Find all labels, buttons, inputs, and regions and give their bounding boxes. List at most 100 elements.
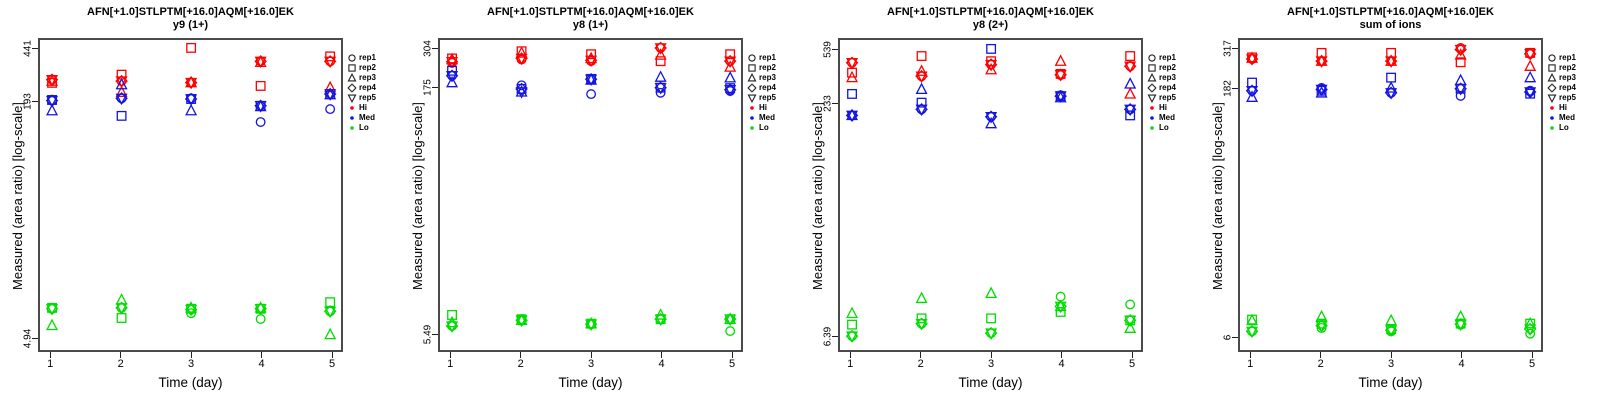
x-tick-label: 2	[117, 358, 124, 370]
data-point-hi-rep5-day5	[1124, 61, 1137, 74]
data-point-med-rep1-day4	[655, 87, 666, 98]
legend-triangle-down-icon	[1547, 94, 1557, 104]
legend-label: Med	[759, 113, 775, 122]
x-axis-label: Time (day)	[1358, 375, 1423, 390]
x-tick-mark	[1320, 352, 1322, 358]
legend-item-lo: Lo	[347, 123, 399, 133]
y-tick-label: 539	[822, 40, 834, 58]
data-point-lo-rep5-day1	[446, 321, 459, 333]
x-tick-mark	[190, 352, 192, 358]
data-point-hi-rep2-day3	[586, 49, 597, 60]
legend-item-rep2: rep2	[347, 63, 399, 73]
legend-label: rep2	[1159, 63, 1176, 72]
legend-circle-icon	[348, 54, 356, 62]
data-point-hi-rep3-day2	[915, 64, 928, 76]
legend-triangle-down-icon	[347, 94, 357, 104]
legend-label: Med	[1159, 113, 1175, 122]
x-tick-mark	[520, 352, 522, 358]
x-tick-mark	[590, 352, 592, 358]
legend-marker	[748, 54, 756, 62]
legend-item-med: Med	[347, 113, 399, 123]
legend-item-hi: Hi	[1547, 103, 1599, 113]
data-point-lo-rep5-day4	[1054, 301, 1067, 314]
data-point-med-rep3-day5	[1124, 77, 1137, 89]
x-tick-label: 2	[1317, 358, 1324, 370]
legend-dot	[350, 106, 354, 110]
legend-label: Hi	[759, 103, 767, 112]
data-point-hi-rep2-day4	[655, 56, 666, 67]
legend-item-hi: Hi	[747, 103, 799, 113]
legend-marker	[347, 83, 357, 93]
plot-area	[1238, 38, 1543, 352]
legend-item-med: Med	[1547, 113, 1599, 123]
legend-triangle-down-icon	[1147, 94, 1157, 104]
x-tick-mark	[1390, 352, 1392, 358]
x-tick-label: 1	[447, 358, 454, 370]
data-point-hi-rep5-day5	[724, 56, 737, 68]
data-point-hi-rep3-day3	[985, 62, 998, 75]
data-point-hi-rep2-day4	[1455, 57, 1466, 68]
data-point-lo-rep2-day1	[847, 319, 857, 330]
legend-dot	[1550, 106, 1554, 110]
data-point-lo-rep5-day3	[985, 328, 998, 340]
data-point-hi-rep5-day4	[654, 43, 667, 55]
legend-label: rep5	[359, 93, 376, 102]
legend-marker	[748, 64, 756, 72]
x-tick-mark	[1249, 352, 1251, 358]
x-tick-mark	[1461, 352, 1463, 358]
legend-label: rep3	[359, 73, 376, 82]
data-point-lo-rep5-day4	[1454, 319, 1467, 331]
legend-dot	[750, 106, 754, 110]
y-tick-mark	[432, 47, 438, 49]
legend-marker	[1147, 94, 1157, 104]
legend-dot	[750, 116, 754, 120]
x-tick-mark	[1531, 352, 1533, 358]
legend-label: Hi	[359, 103, 367, 112]
legend-circle-icon	[1148, 54, 1156, 62]
x-tick-label: 4	[1058, 358, 1065, 370]
plot-subtitle: y8 (1+)	[572, 19, 609, 31]
data-point-med-rep1-day3	[586, 89, 597, 100]
data-point-lo-rep5-day2	[115, 303, 128, 315]
data-point-hi-rep5-day3	[585, 55, 598, 68]
data-point-hi-rep5-day3	[1385, 56, 1398, 68]
data-point-hi-rep5-day2	[1315, 56, 1328, 68]
x-tick-label: 1	[47, 358, 54, 370]
data-point-hi-rep5-day1	[1246, 54, 1259, 66]
data-point-lo-rep3-day5	[324, 327, 337, 340]
data-point-med-rep2-day1	[847, 88, 857, 99]
legend-item-rep1: rep1	[1547, 53, 1599, 63]
legend-marker	[1548, 64, 1556, 72]
x-tick-label: 1	[1247, 358, 1254, 370]
data-point-lo-rep5-day2	[515, 315, 528, 328]
legend-dot	[750, 126, 754, 130]
legend-marker	[1148, 64, 1156, 72]
data-point-hi-rep2-day5	[325, 51, 336, 62]
y-tick-mark	[32, 337, 38, 339]
data-point-hi-rep5-day1	[446, 56, 459, 69]
legend-label: rep4	[1559, 83, 1576, 92]
legend-dot-icon	[750, 116, 754, 120]
legend-triangle-up-icon	[747, 72, 757, 82]
legend-label: rep1	[1159, 53, 1176, 62]
legend-label: Lo	[1159, 123, 1169, 132]
legend-triangle-up-icon	[1547, 72, 1557, 82]
legend-marker	[1147, 72, 1157, 82]
data-point-hi-rep5-day2	[915, 71, 928, 83]
x-tick-mark	[331, 352, 333, 358]
data-point-med-rep2-day3	[1386, 72, 1397, 83]
data-point-hi-rep5-day4	[1454, 44, 1467, 57]
y-tick-label: 182	[1222, 80, 1234, 97]
y-tick-label: 193	[22, 93, 34, 110]
y-tick-mark	[1232, 88, 1238, 90]
data-point-med-rep2-day2	[116, 110, 127, 121]
plot-title: AFN[+1.0]STLPTM[+16.0]AQM[+16.0]EK	[1287, 6, 1494, 18]
legend-marker	[1547, 83, 1557, 93]
data-point-med-rep3-day2	[915, 82, 928, 95]
data-point-lo-rep1-day4	[255, 314, 266, 324]
legend-item-rep2: rep2	[1147, 63, 1199, 73]
legend: rep1 rep2 rep3 rep4 rep5 Hi Med Lo	[1547, 53, 1599, 133]
x-tick-mark	[920, 352, 922, 358]
plot-title: AFN[+1.0]STLPTM[+16.0]AQM[+16.0]EK	[87, 6, 294, 18]
y-tick-mark	[832, 48, 838, 50]
